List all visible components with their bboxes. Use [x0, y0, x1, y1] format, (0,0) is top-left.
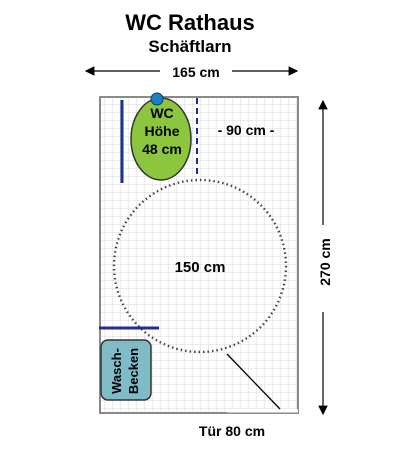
turning-circle-label: 150 cm	[175, 259, 226, 276]
door-label: Tür 80 cm	[199, 423, 265, 439]
width-label: 165 cm	[172, 64, 219, 80]
toilet-label-line2: Höhe	[145, 123, 180, 139]
height-label: 270 cm	[317, 238, 333, 285]
clearance-label: - 90 cm -	[218, 122, 275, 138]
toilet-label-line3: 48 cm	[142, 141, 182, 157]
toilet-label-line1: WC	[150, 105, 173, 121]
page-subtitle: Schäftlarn	[148, 37, 231, 56]
flush-button-icon	[150, 92, 164, 106]
sink-label-line2: Becken	[126, 348, 141, 394]
turning-circle	[112, 178, 288, 354]
page-title: WC Rathaus	[125, 10, 255, 35]
sink	[100, 339, 152, 401]
sink-label-line1: Wasch-	[109, 348, 124, 394]
door-swing-line	[226, 353, 281, 410]
